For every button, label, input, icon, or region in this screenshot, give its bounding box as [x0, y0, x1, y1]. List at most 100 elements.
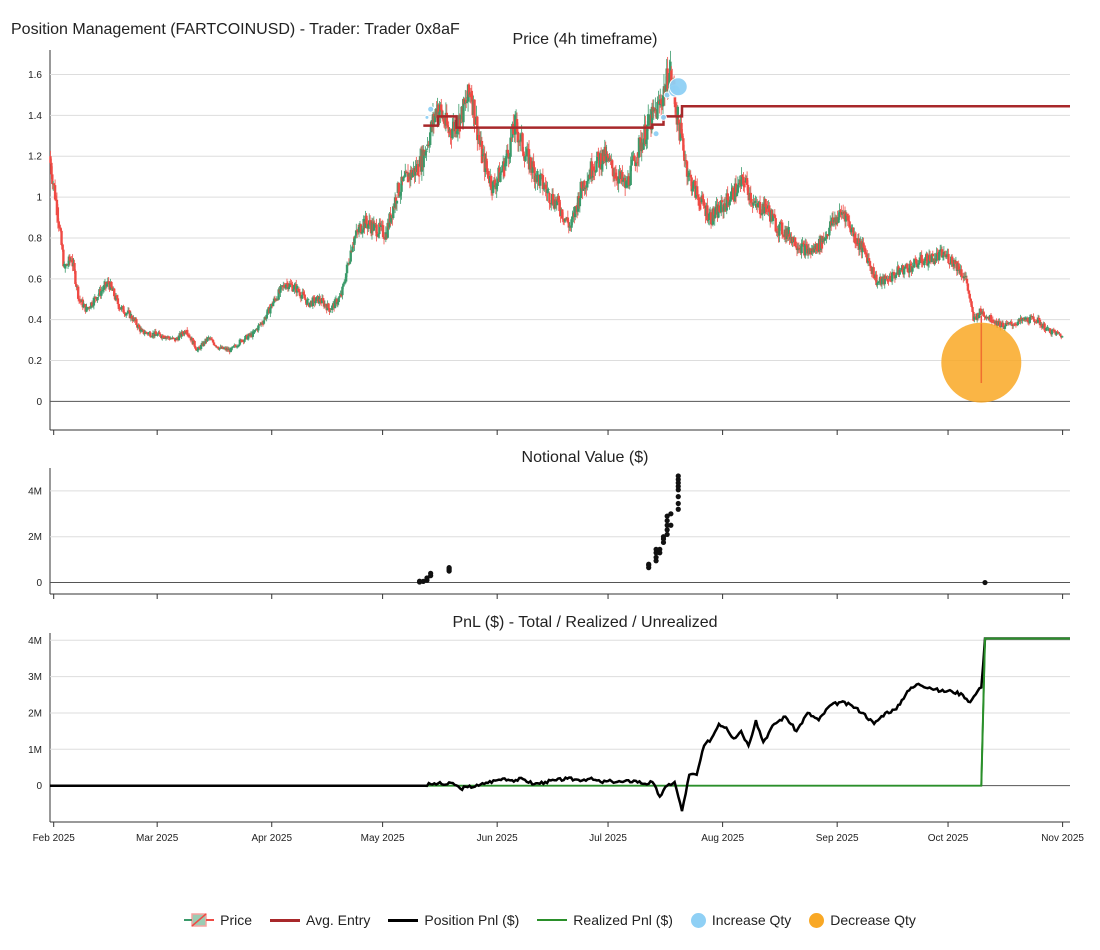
price-candle [524, 156, 527, 161]
price-candle [184, 331, 187, 334]
price-candle [390, 215, 393, 223]
price-candle [877, 282, 880, 283]
price-candle [139, 328, 143, 332]
price-candle [486, 168, 489, 171]
price-candle [1050, 329, 1054, 335]
price-candle [630, 159, 633, 166]
price-candle [674, 107, 678, 113]
price-candle [794, 246, 798, 248]
price-candle [936, 252, 939, 255]
legend-item-realized-pnl[interactable]: Realized Pnl ($) [537, 912, 673, 928]
price-candle [848, 221, 851, 228]
price-candle [839, 210, 842, 212]
chart-canvas: Price (4h timeframe) 0 0.2 0.4 0.6 0.8 1 1.2 1.4… [28, 31, 1084, 844]
price-candle [230, 348, 233, 351]
price-candle [570, 219, 573, 228]
price-candle [167, 336, 170, 338]
legend-item-decrease-qty[interactable]: Decrease Qty [809, 912, 916, 928]
price-candle [1003, 326, 1007, 329]
legend-label: Position Pnl ($) [424, 912, 520, 928]
price-candle [174, 337, 178, 341]
price-candle [586, 179, 590, 181]
price-candle [781, 222, 784, 235]
price-candle [445, 112, 449, 126]
price-candle [760, 213, 764, 215]
price-candle [1048, 328, 1052, 333]
price-candle [908, 263, 911, 273]
price-candle [905, 264, 909, 268]
price-candle [290, 283, 293, 285]
price-candle [411, 172, 414, 178]
price-candle [691, 188, 694, 192]
decrease-qty-dot-icon [809, 912, 825, 928]
price-candle [465, 100, 468, 104]
price-candle [548, 193, 551, 203]
increase-qty-marker [427, 105, 435, 113]
price-candle [746, 184, 750, 195]
legend-item-avg-entry[interactable]: Avg. Entry [270, 912, 370, 928]
legend-label: Decrease Qty [830, 912, 916, 928]
price-candle [740, 175, 743, 187]
price-candle [188, 336, 192, 338]
notional-point [664, 518, 670, 524]
pnl-y-tick-label: 2M [28, 708, 42, 719]
legend-item-increase-qty[interactable]: Increase Qty [690, 912, 791, 928]
price-candle [500, 171, 503, 173]
price-candle [872, 267, 875, 278]
price-candle [94, 296, 97, 299]
price-candle [918, 257, 922, 264]
price-candle [627, 176, 631, 186]
price-candle [863, 247, 866, 249]
legend-item-price[interactable]: Price [184, 912, 252, 928]
price-candle [606, 153, 609, 157]
price-candle [889, 275, 892, 281]
price-candle [104, 281, 108, 287]
price-candle [458, 115, 461, 132]
price-candle [940, 249, 944, 258]
price-candle [989, 314, 993, 322]
price-candle [1028, 317, 1032, 323]
price-candle [938, 249, 942, 252]
price-candle [177, 335, 181, 341]
price-candle [135, 319, 138, 325]
price-candle [1041, 326, 1044, 328]
price-candle [826, 234, 829, 236]
price-candle [865, 252, 868, 255]
price-candle [673, 92, 677, 108]
legend-item-position-pnl[interactable]: Position Pnl ($) [388, 912, 519, 928]
price-candle [311, 297, 315, 307]
price-candle [406, 172, 410, 183]
price-candle [992, 321, 995, 323]
price-candle [735, 192, 739, 196]
price-candle [50, 162, 53, 175]
price-candle [438, 111, 441, 117]
price-candle [635, 162, 638, 166]
price-candle [729, 199, 732, 202]
price-candle [368, 220, 372, 226]
price-candle [519, 134, 522, 142]
price-candle [480, 140, 484, 164]
price-candle [1057, 331, 1060, 334]
price-candle [259, 322, 263, 325]
price-candle [503, 163, 507, 167]
price-candle [244, 335, 247, 340]
price-candle [820, 236, 824, 249]
price-candle [258, 324, 262, 326]
price-candle [974, 316, 977, 318]
price-candle [947, 253, 950, 264]
price-candle [502, 161, 506, 177]
price-candle [246, 336, 250, 340]
price-candle [533, 167, 536, 182]
price-candle [304, 298, 307, 301]
price-candle [59, 227, 62, 231]
price-candle [884, 275, 887, 280]
price-candle [781, 234, 785, 237]
price-candle [433, 115, 437, 123]
price-candle [749, 192, 752, 203]
price-candle [628, 185, 631, 186]
price-candle [917, 263, 921, 265]
price-candle [845, 213, 849, 216]
price-candle [771, 214, 775, 222]
price-candle [906, 267, 910, 273]
price-candle [271, 302, 275, 307]
